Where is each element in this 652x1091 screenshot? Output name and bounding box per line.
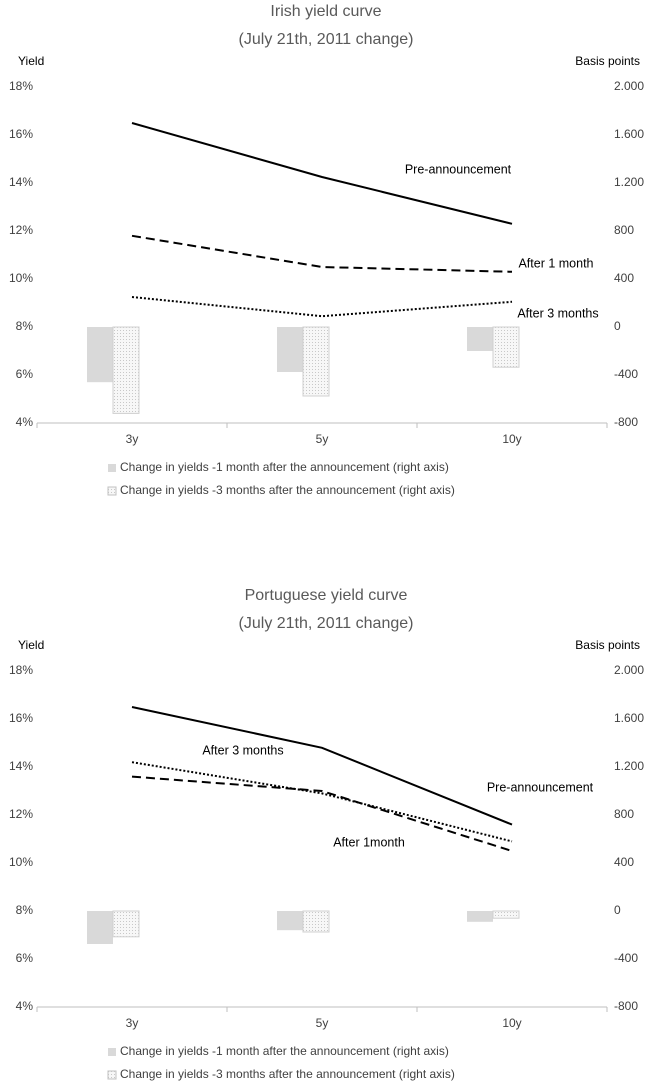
bar [277,327,303,372]
bar [112,326,140,414]
y-tick-label: 8% [16,903,34,917]
y2-tick-label: 800 [614,807,634,821]
legend-swatch [107,1070,117,1080]
line-annotation: Pre-announcement [405,162,512,176]
y-tick-label: 16% [9,711,33,725]
bar [302,326,330,397]
legend-label: Change in yields -3 months after the ann… [120,483,455,497]
chart-title: Irish yield curve [270,3,381,20]
line-annotation: Pre-announcement [487,780,594,794]
bar [87,327,113,383]
x-tick-label: 10y [502,432,521,446]
legend-swatch [108,464,116,472]
y2-tick-label: -400 [614,367,638,381]
x-tick-label: 3y [126,432,139,446]
y2-tick-label: 1.200 [614,759,644,773]
y2-axis-label: Basis points [575,638,640,652]
y2-tick-label: -800 [614,999,638,1013]
y2-tick-label: 1.600 [614,127,644,141]
y-axis-label: Yield [18,638,44,652]
legend-label: Change in yields -1 month after the anno… [120,1044,449,1058]
y-tick-label: 18% [9,663,33,677]
chart-subtitle: (July 21th, 2011 change) [239,615,414,632]
y2-tick-label: -800 [614,415,638,429]
line-series [131,296,513,318]
y2-tick-label: 1.600 [614,711,644,725]
x-tick-label: 10y [502,1016,521,1030]
x-tick-label: 5y [316,432,329,446]
y-tick-label: 12% [9,807,33,821]
y-tick-label: 10% [9,271,33,285]
chart-subtitle: (July 21th, 2011 change) [239,31,414,48]
x-tick-label: 5y [316,1016,329,1030]
legend-swatch [108,1048,116,1056]
y-tick-label: 8% [16,319,34,333]
y2-tick-label: 2.000 [614,79,644,93]
y2-tick-label: 0 [614,903,621,917]
y-tick-label: 18% [9,79,33,93]
line-annotation: After 1month [333,835,405,849]
y-tick-label: 12% [9,223,33,237]
y2-tick-label: 0 [614,319,621,333]
line-series [131,234,513,273]
x-tick-label: 3y [126,1016,139,1030]
legend-label: Change in yields -3 months after the ann… [120,1067,455,1081]
bar [87,911,113,944]
bar [492,910,520,919]
y2-tick-label: 800 [614,223,634,237]
y-tick-label: 6% [16,951,34,965]
y2-tick-label: 400 [614,271,634,285]
line-series [131,775,513,852]
legend-swatch [107,486,117,496]
y-axis-label: Yield [18,54,44,68]
y2-tick-label: 400 [614,855,634,869]
chart-title: Portuguese yield curve [245,587,408,604]
bar [112,910,140,938]
bar [467,327,493,351]
y-tick-label: 4% [16,415,34,429]
y-tick-label: 6% [16,367,34,381]
bar [302,910,330,933]
line-annotation: After 1 month [518,256,593,270]
y-tick-label: 14% [9,175,33,189]
legend-label: Change in yields -1 month after the anno… [120,460,449,474]
bar [467,911,493,922]
y-tick-label: 14% [9,759,33,773]
bar [492,326,520,368]
line-series [131,761,513,843]
bar [277,911,303,931]
line-annotation: After 3 months [202,743,283,757]
y2-tick-label: -400 [614,951,638,965]
y2-axis-label: Basis points [575,54,640,68]
y2-tick-label: 1.200 [614,175,644,189]
y-tick-label: 10% [9,855,33,869]
y2-tick-label: 2.000 [614,663,644,677]
line-series [131,122,513,225]
y-tick-label: 16% [9,127,33,141]
line-annotation: After 3 months [517,306,598,320]
y-tick-label: 4% [16,999,34,1013]
line-series [131,706,513,826]
